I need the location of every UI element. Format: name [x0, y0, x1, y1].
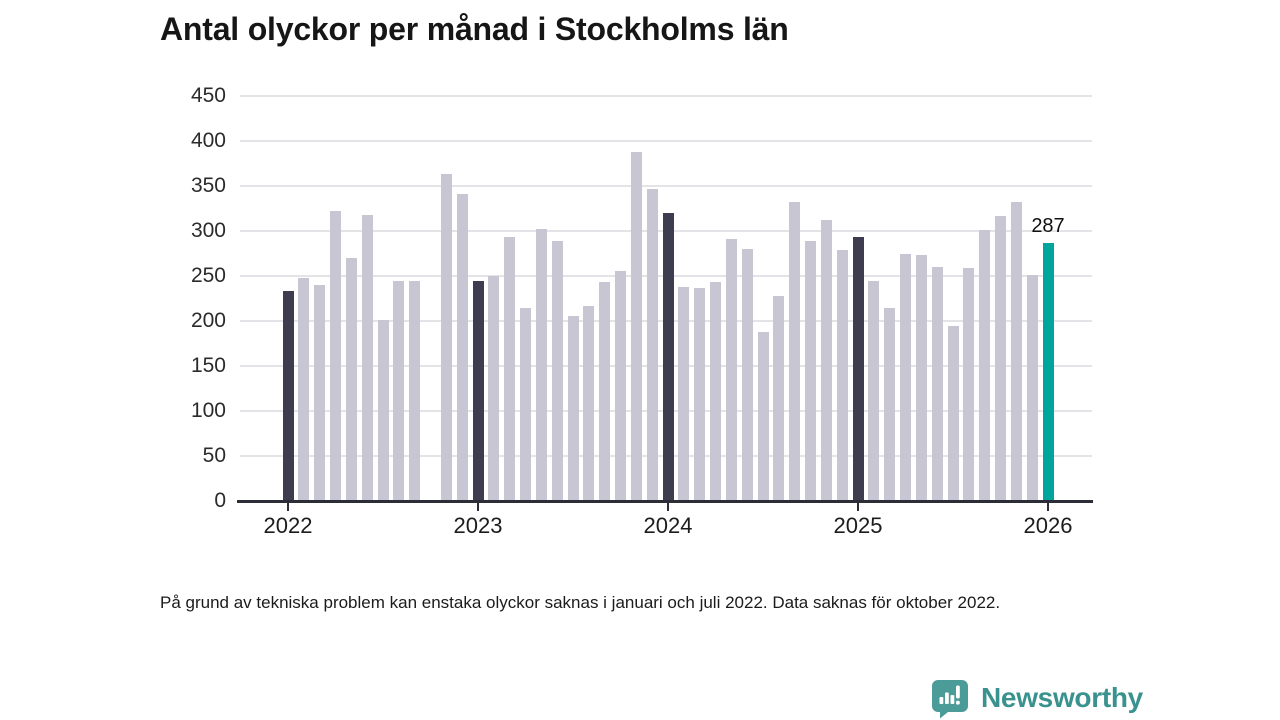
bar-2023-03 — [504, 237, 516, 501]
bar-2023-01 — [472, 281, 484, 501]
bar-2022-09 — [409, 281, 421, 501]
bar-2022-02 — [298, 277, 310, 501]
x-axis-year-label: 2025 — [833, 513, 883, 538]
bar-2022-11 — [440, 174, 452, 501]
bar-2025-06 — [931, 267, 943, 501]
bar-2023-10 — [615, 270, 626, 501]
bar-2023-11 — [630, 151, 642, 501]
x-axis-tick-2022 — [287, 503, 289, 511]
bar-2025-09 — [979, 230, 991, 501]
bar-2022-03 — [314, 285, 326, 501]
latest-value-label: 287 — [1031, 214, 1065, 237]
bar-2022-01 — [282, 291, 294, 501]
newsworthy-speech-bubble-chart-icon — [932, 680, 968, 719]
y-axis-tick-label: 50 — [202, 444, 226, 467]
bar-2025-05 — [915, 255, 927, 501]
chart-title: Antal olyckor per månad i Stockholms län — [160, 11, 789, 47]
bar-2025-01 — [852, 237, 864, 501]
newsworthy-logo-text: Newsworthy — [981, 682, 1143, 713]
bar-2023-04 — [520, 308, 531, 501]
gridline-450 — [240, 95, 1092, 97]
bar-2023-07 — [567, 315, 579, 501]
x-axis-year-label: 2026 — [1023, 513, 1073, 538]
bar-2025-12 — [1026, 275, 1038, 501]
bar-2024-12 — [836, 249, 848, 501]
bar-2025-10 — [995, 215, 1006, 501]
y-axis-tick-label: 0 — [214, 489, 226, 512]
y-axis-tick-label: 400 — [190, 129, 226, 152]
bar-2025-11 — [1010, 202, 1022, 501]
gridline-400 — [240, 140, 1092, 142]
bar-2024-04 — [710, 282, 721, 501]
bar-2024-02 — [678, 286, 690, 501]
y-axis-tick-label: 300 — [190, 219, 226, 242]
x-axis-tick-2024 — [667, 503, 669, 511]
bar-2024-07 — [757, 331, 769, 501]
newsworthy-logo: Newsworthy — [929, 677, 1143, 719]
bar-2022-12 — [456, 194, 468, 501]
bar-2023-08 — [583, 305, 595, 501]
gridline-350 — [240, 185, 1092, 187]
bar-2024-03 — [694, 287, 706, 501]
bar-2022-07 — [377, 320, 389, 501]
footnote-text: På grund av tekniska problem kan enstaka… — [160, 593, 1001, 612]
footnote: På grund av tekniska problem kan enstaka… — [160, 592, 1070, 614]
bar-2023-05 — [535, 229, 547, 501]
x-axis-year-label: 2024 — [643, 513, 693, 538]
bar-2023-06 — [551, 240, 563, 501]
y-axis-tick-label: 350 — [190, 174, 226, 197]
bar-2024-08 — [773, 295, 785, 501]
x-axis-year-label: 2022 — [263, 513, 313, 538]
x-axis-tick-2026 — [1047, 503, 1049, 511]
bar-2025-02 — [868, 280, 880, 501]
y-axis-tick-label: 250 — [190, 264, 226, 287]
y-axis-tick-label: 150 — [190, 354, 226, 377]
bar-2025-04 — [900, 254, 911, 501]
x-axis-year-label: 2023 — [453, 513, 503, 538]
bar-2024-09 — [789, 202, 801, 501]
bar-2024-01 — [662, 213, 674, 501]
x-axis-tick-2025 — [857, 503, 859, 511]
bar-2022-06 — [361, 214, 373, 501]
y-axis-tick-label: 100 — [190, 399, 226, 422]
x-axis-tick-2023 — [477, 503, 479, 511]
bar-2025-07 — [947, 325, 959, 501]
bar-2024-11 — [820, 220, 832, 501]
y-axis-tick-label: 200 — [190, 309, 226, 332]
bar-2024-05 — [725, 239, 737, 501]
bar-2023-09 — [599, 282, 611, 501]
y-axis-tick-label: 450 — [190, 84, 226, 107]
bar-2022-05 — [345, 258, 357, 501]
bar-2024-10 — [805, 240, 816, 501]
bar-2026-01 — [1042, 242, 1054, 501]
bar-2025-08 — [963, 267, 975, 501]
bar-2023-02 — [488, 276, 500, 501]
x-axis-line — [237, 500, 1093, 503]
bar-2022-08 — [393, 281, 405, 501]
bar-2025-03 — [884, 307, 896, 501]
bar-2023-12 — [646, 188, 658, 501]
bar-2022-04 — [330, 211, 341, 501]
bar-2024-06 — [741, 249, 753, 501]
